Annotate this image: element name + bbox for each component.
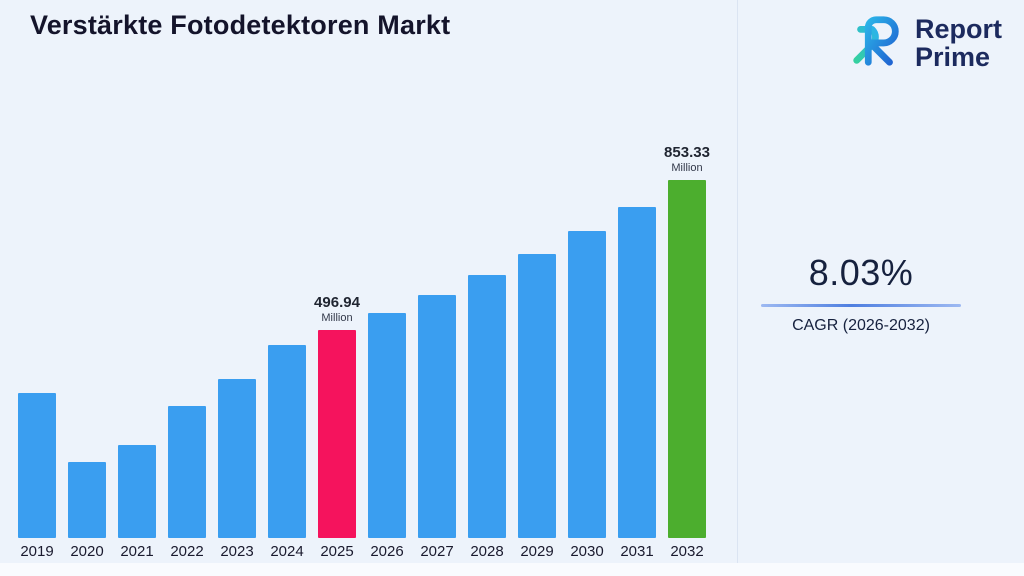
- panel-divider: [737, 0, 738, 563]
- report-prime-logo-icon: [847, 12, 905, 75]
- bar-2031: [618, 207, 656, 538]
- bottom-strip: [0, 563, 1024, 576]
- bar-2020: [68, 462, 106, 538]
- x-axis-label-2032: 2032: [670, 542, 704, 560]
- bar-2029: [518, 254, 556, 538]
- bar-column-2022: 2022: [168, 406, 206, 563]
- report-prime-logo: Report Prime: [847, 12, 1002, 75]
- logo-line-report: Report: [915, 13, 1002, 44]
- bar-column-2021: 2021: [118, 445, 156, 563]
- x-axis-label-2027: 2027: [420, 542, 454, 560]
- annotation-value: 853.33: [664, 144, 710, 161]
- bar-2023: [218, 379, 256, 538]
- cagr-label: CAGR (2026-2032): [792, 317, 930, 334]
- bar-2026: [368, 313, 406, 538]
- bar-column-2030: 2030: [568, 231, 606, 563]
- annotation-unit: Million: [671, 162, 703, 174]
- x-axis-label-2028: 2028: [470, 542, 504, 560]
- x-axis-label-2022: 2022: [170, 542, 204, 560]
- annotation-2025: 496.94 Million: [314, 294, 360, 324]
- x-axis-label-2025: 2025: [320, 542, 354, 560]
- bar-column-2029: 2029: [518, 254, 556, 563]
- x-axis-label-2031: 2031: [620, 542, 654, 560]
- annotation-value: 496.94: [314, 294, 360, 311]
- x-axis-label-2030: 2030: [570, 542, 604, 560]
- x-axis-label-2029: 2029: [520, 542, 554, 560]
- bar-column-2024: 2024: [268, 345, 306, 563]
- report-prime-logo-text: Report Prime: [915, 13, 1002, 72]
- bar-column-2025: 496.94 Million 2025: [314, 294, 360, 563]
- cagr-value: 8.03%: [808, 252, 914, 293]
- cagr-underline: [761, 304, 961, 307]
- bar-2030: [568, 231, 606, 538]
- bar-column-2026: 2026: [368, 313, 406, 563]
- x-axis-label-2026: 2026: [370, 542, 404, 560]
- bar-chart: 2019 2020 2021 2022 2023 2024 496.94 Million 202…: [18, 144, 724, 563]
- x-axis-label-2021: 2021: [120, 542, 154, 560]
- bar-2027: [418, 295, 456, 538]
- bar-column-2020: 2020: [68, 462, 106, 563]
- x-axis-label-2020: 2020: [70, 542, 104, 560]
- bar-column-2028: 2028: [468, 275, 506, 563]
- bar-2024: [268, 345, 306, 538]
- cagr-block: 8.03% CAGR (2026-2032): [756, 252, 966, 335]
- bar-2022: [168, 406, 206, 538]
- annotation-unit: Million: [321, 312, 353, 324]
- bar-column-2019: 2019: [18, 393, 56, 563]
- bar-column-2032: 853.33 Million 2032: [664, 144, 710, 563]
- x-axis-label-2023: 2023: [220, 542, 254, 560]
- page-title: Verstärkte Fotodetektoren Markt: [30, 10, 451, 40]
- bar-2032: [668, 180, 706, 538]
- bar-column-2023: 2023: [218, 379, 256, 563]
- x-axis-label-2019: 2019: [20, 542, 54, 560]
- bar-2021: [118, 445, 156, 538]
- logo-line-prime: Prime: [915, 41, 991, 72]
- bar-column-2027: 2027: [418, 295, 456, 563]
- x-axis-label-2024: 2024: [270, 542, 304, 560]
- annotation-2032: 853.33 Million: [664, 144, 710, 174]
- bar-column-2031: 2031: [618, 207, 656, 563]
- bar-2028: [468, 275, 506, 538]
- bar-2025: [318, 330, 356, 538]
- bar-2019: [18, 393, 56, 538]
